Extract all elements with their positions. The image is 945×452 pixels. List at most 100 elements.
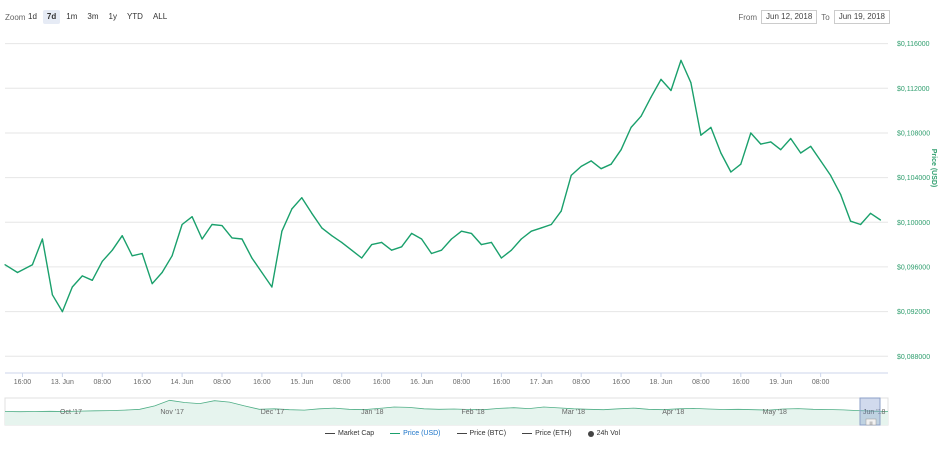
data-point	[311, 212, 313, 214]
legend-label: 24h Vol	[596, 430, 620, 437]
data-point	[820, 160, 822, 162]
zoom-button-3m[interactable]: 3m	[87, 12, 99, 21]
y-tick-label: $0,116000	[897, 41, 930, 48]
data-point	[610, 163, 612, 165]
data-point	[131, 255, 133, 257]
data-point	[281, 230, 283, 232]
data-point	[580, 165, 582, 168]
zoom-button-7d[interactable]: 7d	[42, 10, 61, 24]
x-tick-label: 16:00	[253, 379, 271, 386]
data-point	[420, 238, 423, 240]
navigator-label: Oct '17	[60, 409, 82, 416]
data-point	[111, 249, 113, 251]
navigator-handle-grip: |||	[869, 420, 872, 425]
navigator-line	[4, 399, 889, 413]
data-point	[410, 232, 413, 235]
data-point	[680, 59, 682, 61]
y-tick-label: $0,088000	[897, 354, 930, 361]
zoom-buttons: 1d 7d 1m 3m 1y YTD ALL	[24, 10, 171, 24]
navigator-label: Apr '18	[662, 409, 684, 416]
x-tick-label: 08:00	[213, 379, 231, 386]
data-point	[251, 257, 253, 259]
data-point	[800, 152, 802, 154]
data-point	[630, 126, 632, 128]
x-tick-label: 13. Jun	[51, 379, 74, 386]
data-point	[730, 171, 732, 173]
x-tick-label: 08:00	[812, 379, 830, 386]
data-point	[810, 145, 812, 147]
data-point	[51, 294, 53, 296]
zoom-label: Zoom	[5, 13, 26, 22]
data-point	[869, 212, 872, 214]
zoom-button-all[interactable]: ALL	[152, 12, 168, 21]
grid-lines	[5, 43, 888, 357]
data-point	[361, 257, 363, 259]
x-tick-label: 16:00	[373, 379, 391, 386]
data-point	[391, 249, 393, 251]
data-point	[520, 238, 522, 240]
zoom-button-1y[interactable]: 1y	[108, 12, 117, 21]
date-range: From Jun 12, 2018 To Jun 19, 2018	[738, 10, 890, 24]
data-point	[650, 96, 652, 98]
data-point	[670, 89, 672, 92]
data-point	[530, 230, 532, 232]
y-tick-label: $0,092000	[897, 309, 930, 316]
data-point	[351, 249, 353, 251]
x-tick-label: 16:00	[612, 379, 630, 386]
chart-legend: Market Cap Price (USD) Price (BTC) Price (E…	[0, 430, 945, 437]
data-point	[700, 134, 702, 136]
price-chart: $0,088000 $0,092000 $0,096000 $0,100000 $0,1…	[4, 41, 937, 426]
data-point	[261, 271, 263, 274]
data-point	[221, 225, 223, 227]
navigator[interactable]: Oct '17 Nov '17 Dec '17 Jan '18 Feb '18 Mar '…	[4, 397, 889, 426]
data-point	[71, 286, 73, 288]
data-point	[660, 78, 662, 80]
chart-toolbar: Zoom 1d 7d 1m 3m 1y YTD ALL From Jun 12, 2018 …	[0, 0, 945, 30]
data-point	[171, 255, 173, 257]
zoom-button-1d[interactable]: 1d	[28, 12, 37, 21]
legend-price-eth[interactable]: Price (ETH)	[522, 430, 572, 437]
legend-swatch	[456, 432, 467, 435]
data-point	[859, 223, 862, 226]
y-tick-label: $0,108000	[897, 130, 930, 137]
zoom-button-1m[interactable]: 1m	[66, 12, 78, 21]
data-point	[879, 219, 882, 221]
x-tick-label: 16:00	[493, 379, 511, 386]
to-date-input[interactable]: Jun 19, 2018	[833, 10, 890, 24]
x-tick-label: 08:00	[692, 379, 710, 386]
data-point	[101, 260, 103, 262]
legend-price-btc[interactable]: Price (BTC)	[456, 430, 506, 437]
data-point	[480, 244, 483, 246]
data-point	[151, 283, 153, 285]
zoom-button-ytd[interactable]: YTD	[126, 12, 143, 21]
data-point	[750, 132, 752, 134]
data-point	[740, 163, 742, 165]
x-tick-label: 08:00	[453, 379, 471, 386]
legend-price-usd[interactable]: Price (USD)	[390, 430, 441, 437]
x-tick-label: 16:00	[732, 379, 750, 386]
navigator-handle[interactable]	[865, 418, 877, 426]
x-tick-label: 08:00	[94, 379, 112, 386]
price-series	[4, 59, 882, 313]
y-axis-ticks: $0,088000 $0,092000 $0,096000 $0,100000 $0,1…	[897, 41, 930, 361]
data-point	[830, 174, 832, 176]
data-point	[620, 149, 622, 151]
x-tick-label: 15. Jun	[290, 379, 313, 386]
legend-24h-vol[interactable]: 24h Vol	[587, 430, 620, 437]
data-point	[560, 210, 562, 212]
data-point	[121, 235, 123, 237]
legend-label: Price (ETH)	[535, 430, 572, 437]
data-point	[790, 137, 792, 140]
legend-market-cap[interactable]: Market Cap	[324, 430, 374, 437]
data-point	[381, 241, 383, 243]
y-axis-title: Price (USD)	[930, 149, 937, 188]
data-point	[500, 257, 502, 259]
data-point	[540, 227, 542, 229]
data-point	[510, 249, 512, 251]
data-point	[321, 227, 323, 229]
data-point	[640, 115, 642, 117]
data-point	[291, 208, 293, 210]
from-date-input[interactable]: Jun 12, 2018	[761, 10, 818, 24]
data-point	[460, 230, 463, 232]
data-point	[371, 244, 373, 246]
